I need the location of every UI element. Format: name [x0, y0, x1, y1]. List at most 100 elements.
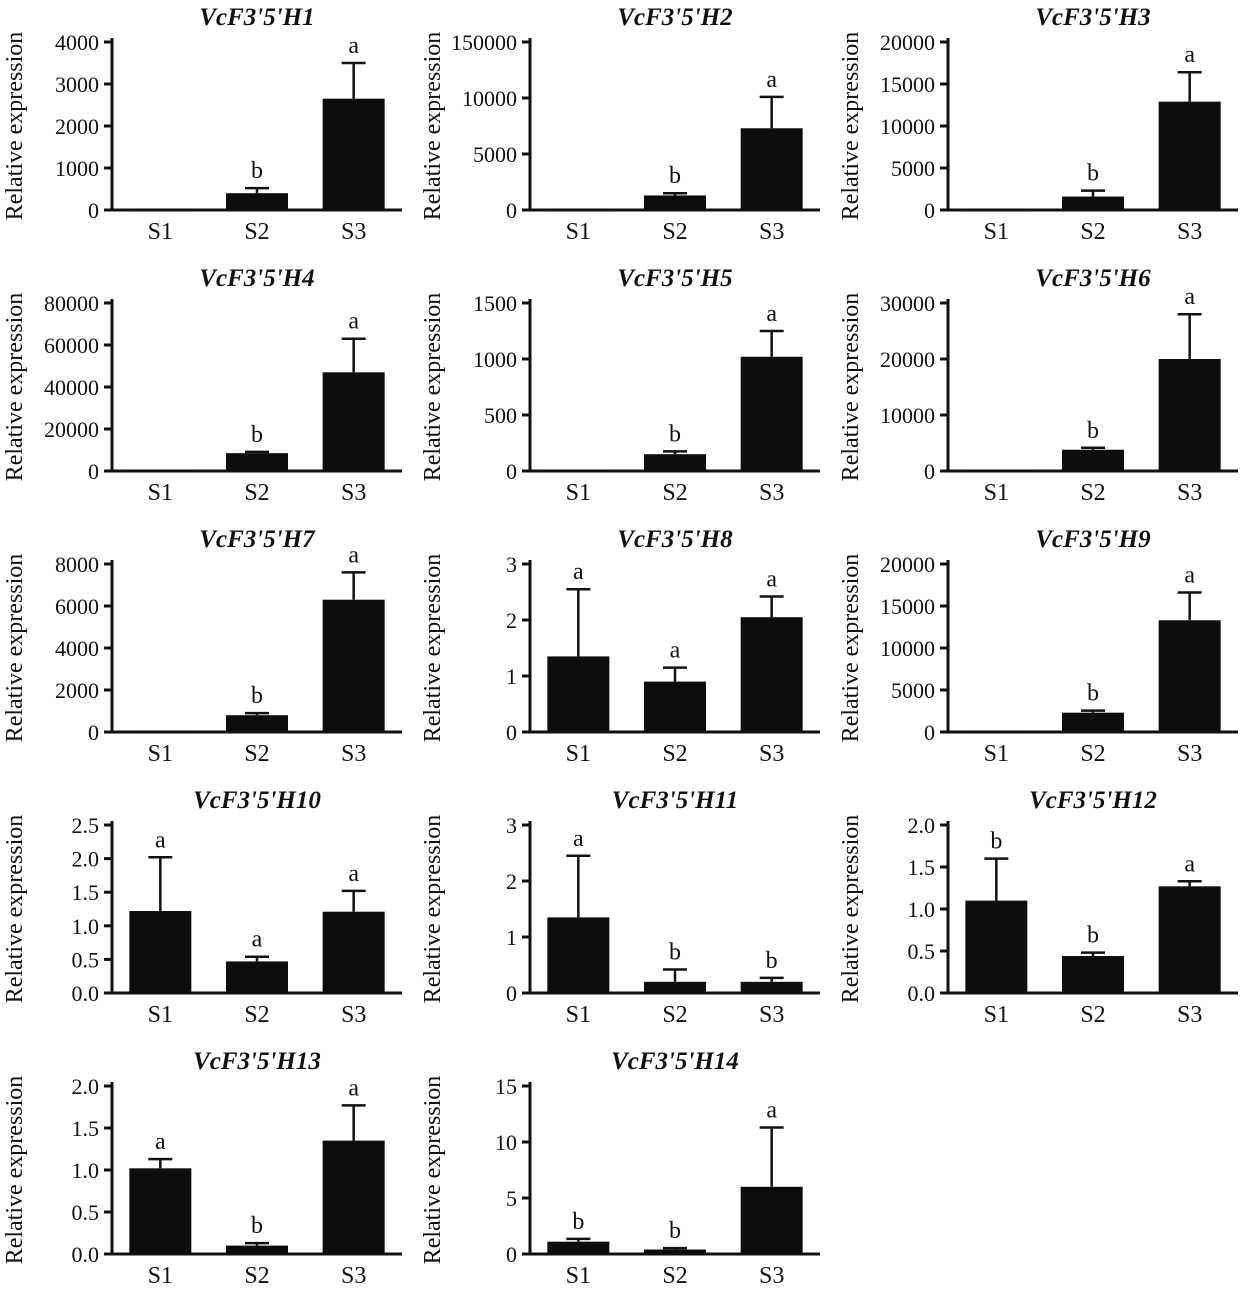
y-tick-label: 15000 [880, 72, 935, 97]
chart-svg-13: VcF3'5'H13 Relative expression 0.0 0.5 1.0 1.… [2, 1048, 402, 1289]
y-tick-label: 2000 [55, 114, 99, 139]
y-tick-label: 20000 [880, 552, 935, 577]
y-tick-label: 1000 [55, 156, 99, 181]
y-tick-label: 1.0 [908, 897, 936, 922]
bar-S3 [740, 981, 803, 993]
chart-panel-1: VcF3'5'H1 Relative expression 0 1000 2000 300… [0, 0, 418, 261]
y-tick-label: 10000 [880, 114, 935, 139]
chart-svg-3: VcF3'5'H3 Relative expression 0 5000 10000 15… [838, 4, 1238, 245]
y-tick-label: 1500 [473, 291, 517, 316]
x-tick-label-S1: S1 [148, 480, 173, 506]
bar-S3 [322, 372, 385, 471]
sig-letter-S1: a [573, 559, 584, 585]
x-tick-label-S3: S3 [759, 741, 784, 767]
sig-letter-S3: a [1184, 851, 1195, 877]
bar-S1 [965, 469, 1028, 471]
chart-panel-5: VcF3'5'H5 Relative expression 0 500 1000 1500… [418, 261, 836, 522]
y-axis-label: Relative expression [420, 32, 446, 221]
y-axis-label: Relative expression [838, 554, 864, 743]
x-tick-label-S2: S2 [662, 741, 687, 767]
y-tick-label: 0 [88, 459, 99, 484]
bar-S1 [965, 208, 1028, 210]
x-tick-label-S2: S2 [1080, 219, 1105, 245]
x-tick-label-S3: S3 [759, 480, 784, 506]
x-tick-label-S1: S1 [984, 741, 1009, 767]
sig-letter-S2: b [669, 1218, 681, 1244]
sig-letter-S2: a [670, 638, 681, 664]
x-tick-label-S1: S1 [148, 1263, 173, 1289]
sig-letter-S3: a [348, 861, 359, 887]
y-tick-label: 20000 [880, 347, 935, 372]
y-tick-label: 8000 [55, 552, 99, 577]
sig-letter-S3: a [348, 309, 359, 335]
y-axis-label: Relative expression [420, 293, 446, 482]
x-tick-label-S3: S3 [759, 1002, 784, 1028]
y-axis-label: Relative expression [2, 554, 28, 743]
y-tick-label: 2.0 [72, 1074, 100, 1099]
chart-panel-12: VcF3'5'H12 Relative expression 0.0 0.5 1.0 1.… [836, 783, 1254, 1044]
y-tick-label: 20000 [880, 30, 935, 55]
y-tick-label: 6000 [55, 594, 99, 619]
y-tick-label: 5000 [891, 156, 935, 181]
sig-letter-S2: b [251, 1213, 263, 1239]
x-tick-label-S1: S1 [566, 480, 591, 506]
y-tick-label: 500 [484, 403, 517, 428]
y-tick-label: 60000 [44, 333, 99, 358]
y-axis-label: Relative expression [2, 32, 28, 221]
sig-letter-S2: b [1087, 418, 1099, 444]
y-tick-label: 0.0 [72, 981, 100, 1006]
y-tick-label: 10000 [880, 636, 935, 661]
y-tick-label: 0.5 [72, 947, 100, 972]
x-tick-label-S1: S1 [566, 741, 591, 767]
bar-S3 [322, 98, 385, 210]
x-tick-label-S1: S1 [984, 219, 1009, 245]
y-tick-label: 15000 [880, 594, 935, 619]
sig-letter-S1: a [155, 1129, 166, 1155]
chart-svg-11: VcF3'5'H11 Relative expression 0 1 2 3 a S1 b S2 b… [420, 787, 820, 1028]
x-tick-label-S3: S3 [341, 1002, 366, 1028]
chart-panel-10: VcF3'5'H10 Relative expression 0.0 0.5 1.0 1.… [0, 783, 418, 1044]
chart-panel-13: VcF3'5'H13 Relative expression 0.0 0.5 1.0 1.… [0, 1044, 418, 1305]
x-tick-label-S2: S2 [1080, 480, 1105, 506]
x-tick-label-S3: S3 [1177, 1002, 1202, 1028]
y-tick-label: 10000 [880, 403, 935, 428]
y-tick-label: 1.5 [908, 855, 936, 880]
bar-S3 [740, 617, 803, 732]
x-tick-label-S1: S1 [148, 219, 173, 245]
bar-S2 [1062, 956, 1124, 993]
y-tick-label: 2.5 [72, 813, 100, 838]
bar-S1 [129, 469, 192, 471]
chart-title: VcF3'5'H2 [617, 4, 732, 31]
bar-S1 [547, 917, 610, 993]
x-tick-label-S3: S3 [341, 219, 366, 245]
bar-S2 [644, 681, 706, 732]
y-tick-label: 2 [506, 608, 517, 633]
x-tick-label-S1: S1 [984, 1002, 1009, 1028]
sig-letter-S2: b [1087, 161, 1099, 187]
y-tick-label: 2.0 [908, 813, 936, 838]
y-tick-label: 10000 [462, 86, 517, 111]
y-tick-label: 30000 [880, 291, 935, 316]
chart-title: VcF3'5'H3 [1035, 4, 1150, 31]
x-tick-label-S3: S3 [1177, 741, 1202, 767]
bar-S2 [644, 454, 706, 471]
y-axis-label: Relative expression [2, 293, 28, 482]
y-axis-label: Relative expression [420, 1076, 446, 1265]
x-tick-label-S2: S2 [244, 1263, 269, 1289]
x-tick-label-S2: S2 [244, 219, 269, 245]
bar-S1 [547, 469, 610, 471]
chart-title: VcF3'5'H14 [611, 1048, 739, 1075]
x-tick-label-S1: S1 [984, 480, 1009, 506]
sig-letter-S1: a [573, 826, 584, 852]
y-tick-label: 0.5 [908, 939, 936, 964]
y-tick-label: 0 [88, 720, 99, 745]
chart-svg-5: VcF3'5'H5 Relative expression 0 500 1000 1500… [420, 265, 820, 506]
bar-S3 [1158, 359, 1221, 471]
y-tick-label: 4000 [55, 636, 99, 661]
chart-svg-2: VcF3'5'H2 Relative expression 0 5000 10000 15… [420, 4, 820, 245]
chart-panel-11: VcF3'5'H11 Relative expression 0 1 2 3 a S1 b S2 b… [418, 783, 836, 1044]
chart-panel-2: VcF3'5'H2 Relative expression 0 5000 10000 15… [418, 0, 836, 261]
sig-letter-S3: a [766, 1097, 777, 1123]
chart-panel-7: VcF3'5'H7 Relative expression 0 2000 4000 600… [0, 522, 418, 783]
